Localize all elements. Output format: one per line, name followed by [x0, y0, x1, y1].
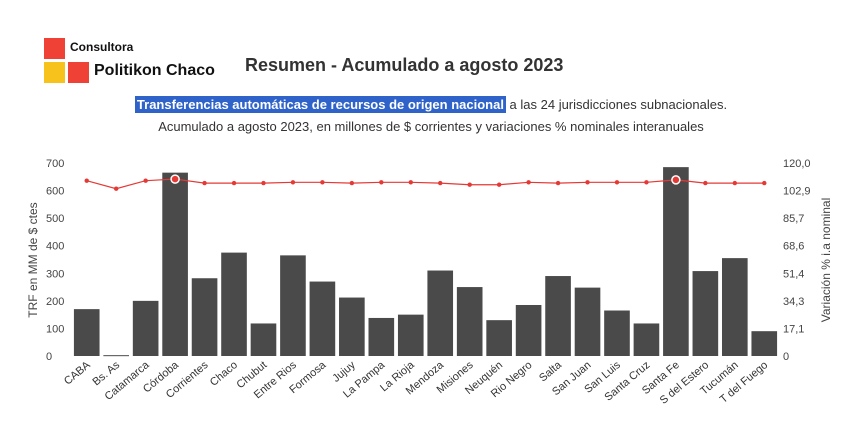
line-point	[170, 174, 180, 184]
logo-square-yellow	[44, 62, 65, 83]
y-tick-label: 600	[46, 186, 64, 198]
y-tick-label: 200	[46, 296, 64, 308]
y-tick-label: 100	[46, 323, 64, 335]
bar	[545, 276, 571, 356]
line-point	[644, 180, 649, 185]
bar	[721, 258, 748, 356]
y-tick-label: 0	[46, 351, 52, 363]
bar	[751, 331, 778, 356]
chart-subtitle: Transferencias automáticas de recursos d…	[0, 96, 862, 113]
y2-axis-ticks: 0 17,1 34,3 51,4 68,6 85,7 102,9 120,0	[783, 158, 811, 363]
y-tick-label: 500	[46, 213, 64, 225]
bar	[427, 270, 454, 356]
line-point	[349, 180, 355, 186]
line-point	[614, 180, 620, 185]
bar	[574, 287, 601, 356]
brand-logo: Consultora Politikon Chaco	[44, 36, 244, 86]
bar	[486, 320, 512, 356]
line-path	[86, 178, 765, 190]
line-point	[320, 180, 325, 185]
bar	[280, 255, 306, 356]
y2-tick-label: 68,6	[783, 241, 804, 253]
bar	[368, 317, 395, 356]
y2-tick-label: 85,7	[783, 213, 804, 225]
y2-tick-label: 51,4	[783, 268, 804, 280]
chart-subtitle-2: Acumulado a agosto 2023, en millones de …	[158, 119, 704, 134]
y-tick-label: 400	[46, 241, 64, 253]
subtitle-rest: a las 24 jurisdicciones subnacionales.	[505, 97, 728, 112]
line-point	[202, 180, 207, 186]
line-point	[703, 180, 708, 186]
y2-tick-label: 17,1	[783, 323, 804, 335]
y-tick-label: 300	[46, 268, 64, 280]
line-point	[732, 180, 738, 186]
line-series	[84, 174, 767, 191]
bar	[73, 309, 100, 356]
bar	[191, 278, 218, 356]
bar	[633, 323, 660, 356]
line-point	[762, 180, 767, 186]
bar	[663, 167, 689, 356]
y2-tick-label: 102,9	[783, 186, 811, 198]
bar	[397, 314, 424, 356]
bar	[162, 172, 188, 356]
line-point	[231, 180, 237, 186]
y2-tick-label: 0	[783, 351, 789, 363]
bar	[309, 281, 336, 356]
bar	[339, 297, 365, 356]
line-point	[467, 182, 472, 187]
line-point	[585, 180, 590, 185]
y-axis-ticks: 0 100 200 300 400 500 600 700	[46, 158, 64, 363]
logo-square-red-2	[68, 62, 89, 83]
y2-tick-label: 120,0	[783, 158, 811, 170]
bar	[103, 355, 130, 357]
category-label: CABA	[62, 359, 93, 388]
line-point	[671, 175, 681, 185]
line-point	[408, 180, 413, 185]
bar	[692, 271, 719, 356]
y2-axis-title: Variación % i.a nominal	[819, 198, 833, 323]
line-point	[379, 180, 384, 185]
category-label: Chaco	[208, 359, 240, 389]
bar	[604, 310, 630, 356]
subtitle-highlight: Transferencias automáticas de recursos d…	[134, 96, 506, 113]
y2-tick-label: 34,3	[783, 296, 804, 308]
y-axis-title: TRF en MM de $ ctes	[26, 202, 40, 317]
bar	[221, 252, 247, 356]
line-point	[290, 180, 296, 185]
line-point	[84, 178, 89, 183]
bar-series	[73, 167, 778, 357]
y-tick-label: 700	[46, 158, 64, 170]
line-point	[143, 178, 148, 183]
bar	[132, 300, 159, 356]
brand-main-label: Politikon Chaco	[94, 62, 215, 79]
line-point	[555, 180, 561, 186]
line-point	[526, 180, 531, 185]
line-point	[438, 180, 443, 186]
line-point	[113, 186, 119, 191]
brand-top-label: Consultora	[70, 40, 134, 54]
line-point	[496, 182, 502, 187]
bar	[456, 287, 483, 356]
logo-square-red	[44, 38, 65, 59]
chart-title: Resumen - Acumulado a agosto 2023	[245, 55, 564, 75]
line-point	[261, 180, 266, 186]
bar	[250, 323, 277, 356]
bar	[515, 304, 542, 356]
